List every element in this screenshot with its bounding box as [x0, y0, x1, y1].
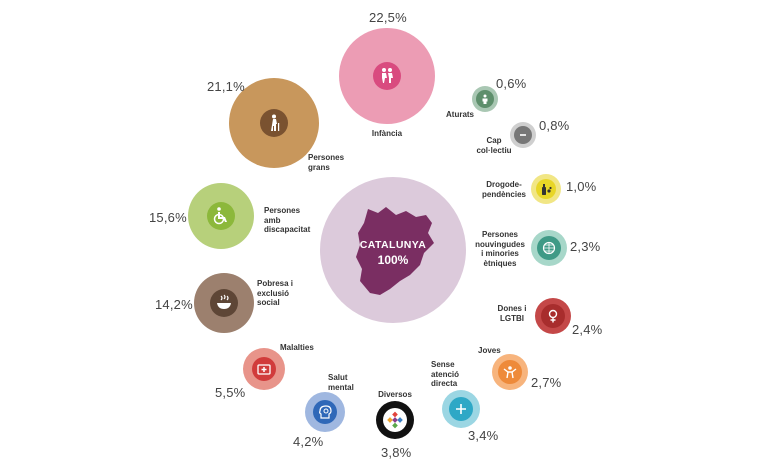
malalties-label: Malalties — [280, 343, 314, 352]
joves-label: Joves — [478, 346, 501, 355]
persones-grans-value: 21,1% — [207, 79, 245, 94]
globe-icon — [537, 236, 561, 260]
plus-icon — [449, 397, 473, 421]
sense-atencio-value: 3,4% — [468, 428, 499, 443]
pobresa-label: Pobresa i exclusió social — [257, 279, 294, 307]
diamond-mosaic-icon — [383, 408, 407, 432]
cap-collectiu-value: 0,8% — [539, 118, 570, 133]
dones-lgtbi-value: 2,4% — [572, 322, 603, 337]
elderly-person-icon — [260, 109, 288, 137]
aturats-label: Aturats — [446, 110, 475, 119]
bottle-pills-icon — [536, 179, 556, 199]
soup-bowl-icon — [210, 289, 238, 317]
infancia-label: Infància — [371, 129, 403, 138]
discapacitat-value: 15,6% — [149, 210, 187, 225]
first-aid-kit-icon — [252, 357, 276, 381]
unemployed-person-icon — [476, 90, 494, 108]
catalonia-map-icon — [356, 207, 434, 295]
aturats-value: 0,6% — [496, 76, 527, 91]
salut-mental-label: Salut mental — [328, 373, 354, 392]
wheelchair-icon — [207, 202, 235, 230]
salut-mental-value: 4,2% — [293, 434, 324, 449]
infancia-value: 22,5% — [369, 10, 407, 25]
malalties-value: 5,5% — [215, 385, 246, 400]
joves-value: 2,7% — [531, 375, 562, 390]
persones-grans-label: Persones grans — [308, 153, 345, 172]
dones-lgtbi-label: Dones i LGTBI — [497, 304, 527, 323]
sense-atencio-label: Sense atenció directa — [431, 360, 460, 388]
discapacitat-label: Persones amb discapacitat — [264, 206, 311, 234]
female-symbol-icon — [541, 304, 565, 328]
diversos-label: Diversos — [378, 390, 412, 399]
catalunya-label: CATALUNYA — [359, 239, 427, 251]
drogodependencies-label: Drogode- pendències — [481, 180, 526, 199]
children-icon — [373, 62, 401, 90]
cap-collectiu-label: Cap col·lectiu — [476, 136, 512, 155]
pobresa-value: 14,2% — [155, 297, 193, 312]
persones-nouvingudes-value: 2,3% — [570, 239, 601, 254]
drogodependencies-value: 1,0% — [566, 179, 597, 194]
youth-icon — [498, 360, 522, 384]
persones-nouvingudes-label: Persones nouvingudes i minories ètniques — [475, 230, 525, 268]
catalunya-value: 100% — [377, 253, 409, 267]
minus-icon — [514, 126, 532, 144]
diversos-value: 3,8% — [381, 445, 412, 460]
catalunya-bubble: CATALUNYA 100% — [320, 177, 466, 323]
head-brain-icon — [313, 400, 337, 424]
